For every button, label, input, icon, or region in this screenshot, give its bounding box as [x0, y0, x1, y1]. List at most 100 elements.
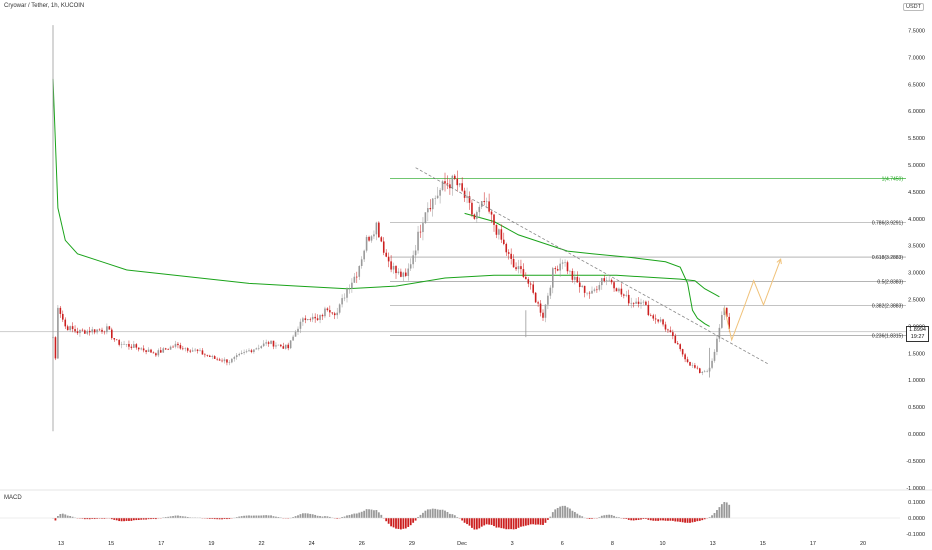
- candle-body: [331, 312, 334, 314]
- candle-body: [564, 262, 566, 263]
- candle-body: [169, 346, 172, 350]
- macd-y-tick-label: 0.1000: [908, 500, 925, 506]
- candle-body: [280, 344, 282, 347]
- macd-histogram-bar: [211, 518, 214, 519]
- macd-histogram-bar: [622, 518, 625, 519]
- candle-body: [133, 344, 135, 348]
- candle-body: [527, 279, 530, 284]
- macd-histogram-bar: [581, 516, 584, 518]
- candle-body: [336, 312, 338, 316]
- macd-histogram-bar: [226, 518, 228, 520]
- macd-histogram-bar: [324, 516, 326, 518]
- macd-histogram-bar: [218, 518, 221, 520]
- macd-histogram-bar: [436, 509, 439, 518]
- candle-body: [152, 352, 155, 354]
- macd-histogram-bar: [309, 513, 312, 518]
- macd-histogram-bar: [402, 518, 405, 529]
- candle-body: [243, 352, 245, 353]
- macd-histogram-bar: [363, 510, 366, 518]
- candle-body: [458, 183, 461, 186]
- macd-histogram-bar: [189, 517, 192, 518]
- candle-body: [111, 329, 113, 339]
- macd-histogram-bar: [147, 518, 150, 520]
- candle-body: [647, 304, 650, 316]
- candle-body: [356, 276, 358, 278]
- candle-body: [586, 292, 588, 294]
- macd-histogram-bar: [228, 518, 231, 519]
- candle-body: [627, 294, 630, 304]
- candle-body: [610, 279, 613, 283]
- last-price-time: 19:27: [910, 334, 925, 340]
- candle-body: [262, 343, 265, 347]
- macd-histogram-bar: [578, 515, 581, 518]
- candle-body: [542, 312, 544, 318]
- candle-body: [304, 318, 307, 320]
- candle-body: [343, 297, 346, 299]
- candle-body: [405, 272, 407, 276]
- currency-button[interactable]: USDT: [903, 3, 924, 11]
- candle-body: [125, 344, 128, 345]
- candle-body: [596, 289, 598, 291]
- macd-histogram-bar: [478, 518, 481, 529]
- candle-body: [654, 318, 657, 320]
- macd-histogram-bar: [150, 518, 152, 520]
- macd-histogram-bar: [517, 518, 520, 528]
- candle-body: [593, 289, 596, 291]
- macd-histogram-bar: [91, 518, 94, 519]
- candle-body: [378, 222, 380, 238]
- candle-body: [407, 268, 410, 276]
- candle-body: [289, 340, 292, 349]
- macd-histogram-bar: [603, 515, 606, 518]
- candle-body: [463, 190, 466, 198]
- candle-body: [113, 338, 116, 340]
- y-tick-label: 4.0000: [908, 217, 925, 223]
- candle-body: [556, 269, 559, 271]
- candle-body: [493, 214, 495, 225]
- candle-body: [321, 315, 324, 317]
- candle-body: [216, 358, 218, 360]
- candle-body: [84, 330, 86, 334]
- candle-body: [676, 343, 679, 345]
- x-tick-label: 13: [58, 541, 64, 547]
- candle-body: [495, 224, 498, 235]
- candle-body: [162, 348, 165, 353]
- candle-body: [689, 361, 691, 366]
- candle-body: [201, 350, 204, 355]
- macd-histogram-bar: [142, 518, 145, 520]
- candle-body: [167, 349, 169, 351]
- candle-body: [62, 313, 64, 320]
- macd-histogram-bar: [240, 516, 243, 518]
- candle-body: [480, 201, 483, 207]
- macd-histogram-bar: [96, 518, 98, 519]
- macd-histogram-bar: [64, 514, 67, 518]
- candle-body: [412, 255, 414, 265]
- candle-body: [703, 371, 706, 373]
- macd-histogram-bar: [292, 517, 294, 518]
- macd-histogram-bar: [608, 514, 611, 518]
- candle-body: [632, 302, 635, 304]
- macd-histogram-bar: [718, 507, 721, 518]
- candle-body: [57, 307, 59, 359]
- macd-histogram-bar: [71, 516, 74, 518]
- candle-body: [397, 271, 400, 274]
- macd-histogram-bar: [598, 517, 601, 518]
- candle-body: [571, 270, 574, 280]
- candle-body: [164, 348, 167, 350]
- candle-body: [299, 321, 302, 329]
- macd-histogram-bar: [390, 518, 392, 527]
- macd-histogram-bar: [446, 511, 449, 518]
- macd-histogram-bar: [253, 515, 255, 518]
- candle-body: [81, 329, 84, 331]
- candle-body: [174, 343, 177, 347]
- macd-histogram-bar: [512, 518, 515, 530]
- macd-histogram-bar: [98, 518, 101, 519]
- candle-body: [267, 342, 270, 344]
- candle-body: [718, 327, 721, 339]
- candle-body: [669, 330, 672, 333]
- candle-body: [123, 344, 125, 345]
- macd-histogram-bar: [694, 518, 696, 522]
- macd-histogram-bar: [720, 504, 723, 518]
- macd-histogram-bar: [328, 516, 331, 518]
- macd-histogram-bar: [610, 514, 613, 518]
